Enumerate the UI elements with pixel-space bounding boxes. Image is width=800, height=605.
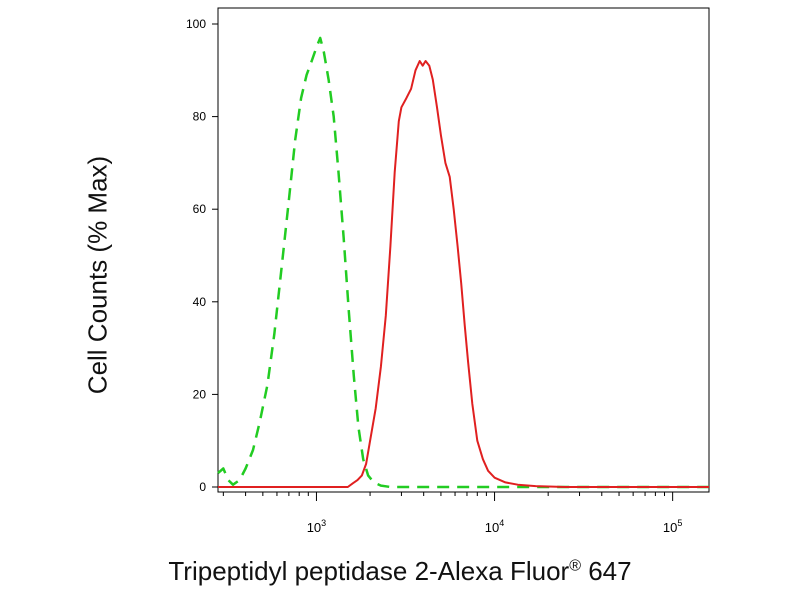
y-tick-label: 20 <box>193 387 207 401</box>
x-tick-label: 103 <box>307 518 326 535</box>
x-tick-label: 105 <box>663 518 682 535</box>
x-axis-label-registered-mark: ® <box>569 557 581 575</box>
plot-frame <box>217 7 710 493</box>
x-axis-label-suffix: 647 <box>580 556 632 586</box>
series-line-sample <box>218 60 709 488</box>
y-axis-label-container: Cell Counts (% Max) <box>76 120 120 430</box>
y-axis-label: Cell Counts (% Max) <box>82 155 113 395</box>
x-axis-label-text: Tripeptidyl peptidase 2-Alexa Fluor <box>168 556 570 586</box>
y-tick-label: 0 <box>199 480 206 494</box>
y-tick-label: 80 <box>193 110 207 124</box>
y-tick-label: 40 <box>193 295 207 309</box>
x-axis-label: Tripeptidyl peptidase 2-Alexa Fluor® 647 <box>0 556 800 587</box>
x-tick-label: 104 <box>485 518 504 535</box>
y-tick-label: 100 <box>186 17 206 31</box>
series-line-control <box>217 36 709 489</box>
y-tick-label: 60 <box>193 202 207 216</box>
